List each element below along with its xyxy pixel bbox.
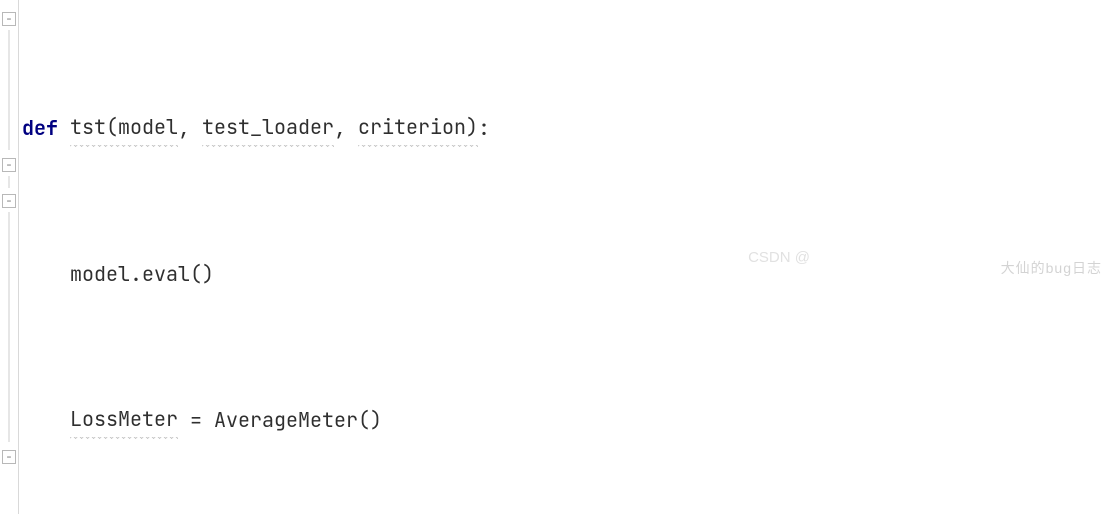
indent [22, 256, 70, 293]
fold-icon[interactable] [2, 450, 16, 464]
function-name: tst [70, 109, 106, 147]
comma: , [334, 110, 358, 147]
code-editor[interactable]: def tst(model, test_loader, criterion): … [0, 0, 1120, 292]
indent [22, 402, 70, 439]
op: = [178, 402, 214, 439]
fold-icon[interactable] [2, 158, 16, 172]
param: (model [106, 109, 178, 147]
code-line[interactable]: model.eval() [22, 256, 1120, 293]
var: LossMeter [70, 401, 178, 439]
comma: , [178, 110, 202, 147]
param: test_loader [202, 109, 334, 147]
keyword-def: def [22, 110, 70, 147]
code-line[interactable]: LossMeter = AverageMeter() [22, 402, 1120, 439]
param: criterion) [358, 109, 478, 147]
fold-guide [8, 212, 10, 442]
fold-icon[interactable] [2, 194, 16, 208]
fold-guide [8, 30, 10, 150]
code-line[interactable]: def tst(model, test_loader, criterion): [22, 110, 1120, 147]
code-area[interactable]: def tst(model, test_loader, criterion): … [22, 0, 1120, 514]
gutter [0, 0, 19, 514]
colon: : [478, 110, 490, 147]
call: AverageMeter() [214, 402, 382, 439]
fold-icon[interactable] [2, 12, 16, 26]
fold-guide [8, 176, 10, 188]
expr: model.eval() [70, 256, 214, 293]
